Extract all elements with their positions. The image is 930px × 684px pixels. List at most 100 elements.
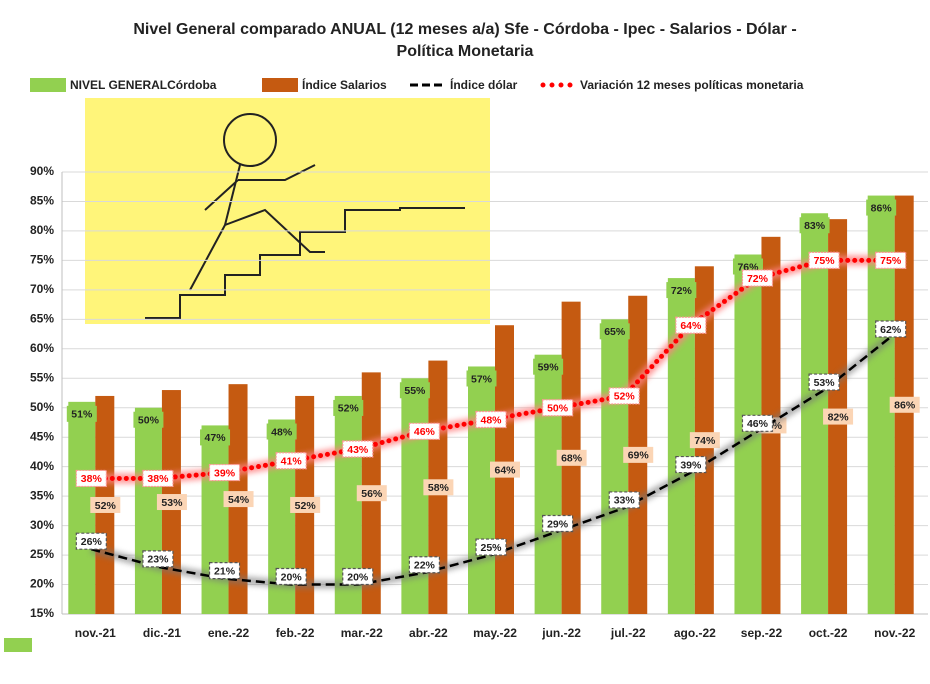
- value-label: 22%: [409, 557, 439, 573]
- value-label-text: 48%: [480, 414, 502, 426]
- value-label: 39%: [210, 465, 240, 481]
- value-label: 38%: [76, 470, 106, 486]
- value-label-text: 65%: [604, 326, 626, 338]
- value-label-text: 26%: [81, 536, 103, 548]
- value-label: 54%: [224, 491, 254, 507]
- value-label-text: 59%: [538, 361, 560, 373]
- value-label-text: 47%: [205, 432, 227, 444]
- value-label-text: 52%: [338, 403, 360, 415]
- x-tick-label: ago.-22: [674, 626, 716, 640]
- value-label-text: 38%: [81, 473, 103, 485]
- value-label-text: 39%: [680, 459, 702, 471]
- value-label: 53%: [157, 494, 187, 510]
- value-label-text: 46%: [747, 418, 769, 430]
- value-label-text: 39%: [214, 467, 236, 479]
- value-label-text: 53%: [814, 377, 836, 389]
- value-label: 86%: [866, 200, 896, 216]
- y-tick-label: 20%: [30, 577, 54, 591]
- value-label-text: 64%: [680, 320, 702, 332]
- value-label: 51%: [67, 406, 97, 422]
- value-label-text: 20%: [347, 571, 369, 583]
- y-tick-label: 35%: [30, 488, 54, 502]
- value-label: 50%: [543, 400, 573, 416]
- x-tick-label: abr.-22: [409, 626, 448, 640]
- value-label: 59%: [533, 359, 563, 375]
- bar: [135, 408, 162, 614]
- value-label: 55%: [400, 382, 430, 398]
- bar: [202, 425, 229, 614]
- value-label-text: 29%: [547, 518, 569, 530]
- value-label: 72%: [666, 282, 696, 298]
- value-label: 56%: [357, 485, 387, 501]
- value-label: 75%: [876, 252, 906, 268]
- value-label: 38%: [143, 470, 173, 486]
- value-label: 58%: [423, 479, 453, 495]
- x-tick-label: dic.-21: [143, 626, 181, 640]
- y-tick-label: 85%: [30, 194, 54, 208]
- value-label-text: 25%: [480, 542, 502, 554]
- value-label-text: 23%: [147, 554, 169, 566]
- y-tick-label: 50%: [30, 400, 54, 414]
- value-label: 20%: [343, 569, 373, 585]
- x-tick-label: nov.-21: [75, 626, 116, 640]
- value-label-text: 52%: [95, 500, 117, 512]
- legend-label: Variación 12 meses políticas monetaria: [580, 78, 804, 92]
- value-label-text: 86%: [894, 400, 916, 412]
- value-label-text: 41%: [281, 456, 303, 468]
- y-tick-label: 60%: [30, 341, 54, 355]
- y-tick-label: 75%: [30, 253, 54, 267]
- value-label-text: 57%: [471, 373, 493, 385]
- chart: Nivel General comparado ANUAL (12 meses …: [0, 0, 930, 684]
- y-tick-label: 70%: [30, 282, 54, 296]
- value-label-text: 38%: [147, 473, 169, 485]
- value-label: 46%: [409, 423, 439, 439]
- value-label: 41%: [276, 453, 306, 469]
- value-label: 64%: [676, 317, 706, 333]
- legend-swatch: [262, 78, 298, 92]
- value-label-text: 55%: [404, 385, 426, 397]
- legend-label: Índice dólar: [450, 77, 518, 92]
- value-label: 52%: [333, 400, 363, 416]
- value-label: 43%: [343, 441, 373, 457]
- value-label: 69%: [623, 447, 653, 463]
- x-tick-label: oct.-22: [809, 626, 848, 640]
- bar: [601, 319, 628, 614]
- value-label: 64%: [490, 462, 520, 478]
- value-label-text: 21%: [214, 565, 236, 577]
- value-label-text: 75%: [814, 255, 836, 267]
- value-label: 25%: [476, 539, 506, 555]
- legend-label: Índice Salarios: [302, 77, 387, 92]
- value-label-text: 72%: [747, 273, 769, 285]
- y-tick-label: 40%: [30, 459, 54, 473]
- value-label-text: 50%: [138, 415, 160, 427]
- x-tick-label: jul.-22: [610, 626, 646, 640]
- bar: [535, 355, 562, 614]
- value-label: 29%: [543, 515, 573, 531]
- y-tick-label: 90%: [30, 164, 54, 178]
- y-tick-label: 55%: [30, 370, 54, 384]
- value-label-text: 53%: [161, 497, 183, 509]
- x-tick-label: ene.-22: [208, 626, 250, 640]
- value-label: 26%: [76, 533, 106, 549]
- value-label-text: 75%: [880, 255, 902, 267]
- value-label: 68%: [557, 450, 587, 466]
- legend-label: NIVEL GENERALCórdoba: [70, 78, 217, 92]
- value-label: 23%: [143, 551, 173, 567]
- value-label: 74%: [690, 432, 720, 448]
- value-label-text: 56%: [361, 488, 383, 500]
- value-label: 20%: [276, 569, 306, 585]
- value-label: 50%: [133, 412, 163, 428]
- value-label-text: 58%: [428, 482, 450, 494]
- y-tick-label: 80%: [30, 223, 54, 237]
- value-label: 33%: [609, 492, 639, 508]
- legend-fragment: [4, 638, 32, 652]
- value-label: 86%: [890, 397, 920, 413]
- x-tick-label: sep.-22: [741, 626, 783, 640]
- y-tick-label: 15%: [30, 606, 54, 620]
- value-label-text: 33%: [614, 495, 636, 507]
- value-label: 52%: [90, 497, 120, 513]
- value-label-text: 50%: [547, 403, 569, 415]
- value-label-text: 54%: [228, 494, 250, 506]
- value-label: 47%: [200, 429, 230, 445]
- chart-title: Nivel General comparado ANUAL (12 meses …: [133, 21, 796, 38]
